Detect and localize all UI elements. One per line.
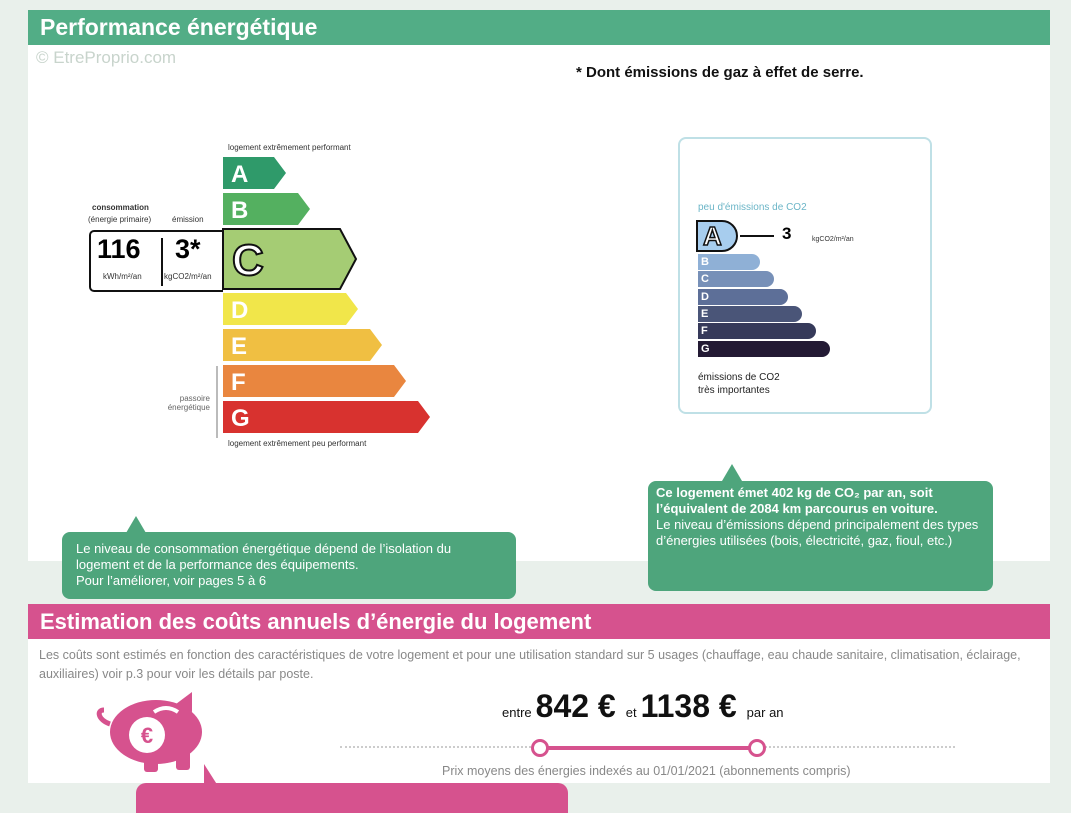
piggy-bank-icon: €	[96, 692, 202, 772]
cost-max: 1138 €	[640, 688, 737, 724]
energy-class-letter: G	[231, 405, 250, 432]
co2-class-g: G	[698, 340, 830, 357]
callout-right-text: Le niveau d’émissions dépend principalem…	[656, 517, 979, 548]
energy-class-letter: F	[231, 369, 246, 396]
energy-class-letter: D	[231, 297, 248, 324]
co2-current-class: A	[696, 220, 738, 252]
costs-panel	[28, 639, 1050, 783]
passoire-label: passoire énergétique	[167, 394, 210, 412]
co2-top-label: peu d'émissions de CO2	[698, 202, 807, 213]
consumption-sublabel: (énergie primaire)	[88, 215, 152, 224]
energy-class-d: D	[223, 293, 358, 325]
energy-class-letter: C	[232, 236, 264, 285]
performance-title: Performance énergétique	[40, 14, 318, 40]
ghg-note: * Dont émissions de gaz à effet de serre…	[576, 64, 864, 81]
cost-min: 842 €	[535, 688, 616, 724]
energy-class-e: E	[223, 329, 382, 361]
co2-class-d: D	[698, 288, 788, 305]
costs-callout	[136, 783, 568, 813]
cost-range: entre 842 € et 1138 € par an	[502, 688, 784, 725]
callout-consumption: Le niveau de consommation énergétique dé…	[62, 532, 516, 599]
costs-title: Estimation des coûts annuels d’énergie d…	[40, 609, 592, 634]
emission-value: 3*	[175, 234, 201, 264]
between-label: entre	[502, 705, 532, 720]
emission-label: émission	[172, 215, 204, 224]
callout-left-link: Pour l’améliorer, voir pages 5 à 6	[76, 573, 267, 588]
callout-right-bold: Ce logement émet 402 kg de CO₂ par an, s…	[656, 485, 938, 516]
energy-class-f: F	[223, 365, 406, 397]
price-footnote: Prix moyens des énergies indexés au 01/0…	[442, 764, 851, 778]
co2-pointer	[740, 235, 774, 237]
value-box: 116 kWh/m²/an 3* kgCO2/m²/an	[89, 230, 223, 292]
passoire-bracket	[216, 366, 218, 438]
co2-bottom-label-2: très importantes	[698, 385, 770, 396]
callout-pink-pointer	[204, 764, 218, 786]
and-label: et	[625, 705, 637, 720]
watermark: © EtreProprio.com	[36, 48, 177, 67]
bottom-label: logement extrêmement peu performant	[228, 439, 367, 448]
consumption-unit: kWh/m²/an	[103, 272, 142, 281]
range-min-handle	[531, 739, 549, 757]
divider	[161, 238, 163, 286]
co2-unit: kgCO2/m²/an	[812, 236, 854, 243]
consumption-label: consommation	[92, 203, 149, 212]
co2-class-f: F	[698, 323, 816, 340]
range-max-handle	[748, 739, 766, 757]
costs-description: Les coûts sont estimés en fonction des c…	[39, 648, 1021, 681]
energy-class-g: G	[223, 401, 430, 433]
per-year-label: par an	[746, 705, 784, 720]
callout-right-pointer	[722, 464, 742, 481]
energy-class-letter: A	[231, 161, 248, 188]
co2-class-e: E	[698, 305, 802, 322]
svg-text:€: €	[141, 723, 153, 748]
energy-class-c: C	[222, 228, 358, 290]
callout-left-pointer	[126, 516, 146, 533]
range-fill	[540, 746, 757, 750]
energy-class-letter: B	[231, 197, 248, 224]
energy-class-a: A	[223, 157, 286, 189]
energy-class-letter: E	[231, 333, 247, 360]
callout-emissions: Ce logement émet 402 kg de CO₂ par an, s…	[648, 481, 993, 591]
emission-unit: kgCO2/m²/an	[164, 272, 212, 281]
co2-bottom-label-1: émissions de CO2	[698, 372, 780, 383]
co2-class-c: C	[698, 271, 774, 288]
co2-value: 3	[782, 224, 792, 243]
co2-label: peu d'émissions de CO2 A 3 kgCO2/m²/an B…	[678, 137, 932, 414]
callout-left-text: Le niveau de consommation énergétique dé…	[76, 541, 452, 572]
top-label: logement extrêmement performant	[228, 143, 351, 152]
costs-header: Estimation des coûts annuels d’énergie d…	[28, 604, 1050, 639]
consumption-value: 116	[97, 234, 141, 264]
co2-class-b: B	[698, 254, 760, 270]
performance-header: Performance énergétique	[28, 10, 1050, 45]
energy-class-b: B	[223, 193, 310, 225]
